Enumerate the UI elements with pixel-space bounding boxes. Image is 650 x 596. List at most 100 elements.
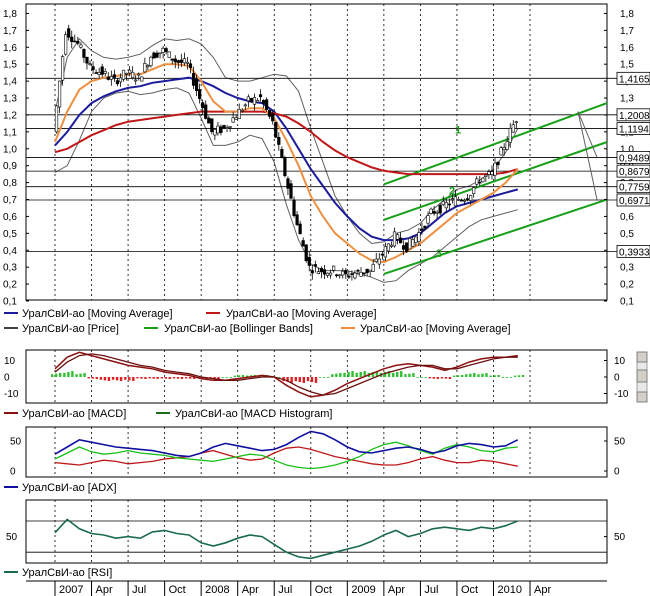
y-tick-label: 0: [10, 467, 16, 478]
scroll-down-button[interactable]: [636, 391, 648, 403]
candle-body: [359, 271, 363, 277]
candle-body: [319, 268, 324, 273]
macd-histogram-bar: [485, 373, 488, 377]
legend-macd-histogram: УралСвИ-ао [MACD Histogram]: [175, 408, 332, 420]
scroll-up-button[interactable]: [636, 351, 648, 363]
rsi-line: [54, 518, 519, 560]
scroll-thumb[interactable]: [636, 369, 648, 383]
macd-histogram-bar: [237, 375, 241, 377]
candle-body: [292, 199, 296, 216]
candle-body: [484, 174, 488, 177]
candle-body: [478, 181, 482, 184]
macd-histogram-bar: [432, 377, 435, 379]
macd-scrollbar[interactable]: [636, 351, 648, 403]
candle-body: [170, 58, 174, 61]
macd-histogram-bar: [225, 377, 228, 378]
candle-body: [368, 269, 372, 272]
macd-histogram-bar: [59, 373, 62, 377]
macd-histogram-bar: [452, 375, 456, 377]
candle-body: [405, 242, 409, 253]
candle-body: [252, 97, 257, 105]
candle-body: [304, 244, 308, 261]
macd-histogram-bar: [428, 377, 431, 379]
candle-body: [280, 148, 284, 159]
candle-body: [207, 117, 211, 124]
candle-body: [472, 187, 476, 194]
macd-histogram-bar: [444, 377, 448, 379]
candle-body: [371, 263, 375, 272]
macd-histogram-bar: [51, 374, 54, 377]
candle-body: [499, 147, 503, 156]
candle-body: [179, 59, 183, 63]
candle-body: [432, 210, 436, 214]
macd-histogram-bar: [513, 375, 517, 377]
candle-body: [57, 80, 62, 108]
macd-histogram-bar: [241, 375, 245, 377]
macd-histogram-bar: [63, 372, 66, 377]
macd-histogram-bar: [71, 371, 74, 377]
macd-histogram-bar: [371, 371, 375, 377]
channel-line: [383, 141, 608, 221]
candle-body: [88, 63, 92, 65]
macd-histogram-bar: [343, 372, 346, 377]
legend-bollinger: УралСвИ-ао [Bollinger Bands]: [164, 323, 313, 335]
macd-histogram-bar: [416, 377, 419, 378]
candle-body: [353, 272, 357, 279]
candle-body: [429, 208, 433, 214]
macd-histogram-bar: [160, 377, 164, 379]
candle-body: [417, 232, 421, 242]
candle-body: [295, 214, 299, 225]
macd-histogram-bar: [420, 377, 423, 378]
legend-macd: УралСвИ-ао [MACD]: [22, 408, 126, 420]
y-tick-label: 1,8: [3, 9, 17, 20]
macd-histogram-bar: [339, 373, 342, 377]
macd-histogram-bar: [294, 377, 297, 382]
price-candles: [54, 24, 518, 281]
y-tick-label: 0,3: [3, 263, 17, 274]
macd-histogram-bar: [95, 377, 98, 379]
y-tick-label: 0,3: [620, 263, 634, 274]
candle-body: [447, 203, 451, 206]
macd-histogram-bar: [111, 377, 115, 380]
macd-histogram-bar: [521, 375, 525, 377]
candle-body: [481, 177, 485, 183]
macd-histogram-bar: [79, 373, 82, 377]
macd-histogram-bar: [347, 371, 350, 377]
macd-histogram-bar: [387, 371, 391, 377]
macd-histogram-bar: [67, 371, 70, 377]
macd-histogram-bar: [152, 377, 155, 379]
candle-body: [426, 215, 430, 224]
candle-body: [450, 198, 454, 200]
candle-body: [277, 137, 281, 145]
x-tick-label: 2010: [497, 584, 521, 596]
candle-body: [152, 52, 156, 59]
candle-body: [185, 61, 190, 64]
rsi-vertical-grid: [54, 500, 531, 563]
macd-histogram-bar: [164, 377, 168, 379]
macd-histogram-bar: [408, 373, 411, 377]
level-box: [616, 193, 650, 207]
macd-histogram-bar: [168, 377, 172, 379]
level-label: 0,8679: [619, 167, 650, 178]
macd-histogram-bar: [172, 377, 176, 379]
macd-histogram-bar: [460, 375, 464, 377]
candle-body: [487, 171, 491, 175]
level-box: [616, 244, 650, 258]
legend-ma-red: УралСвИ-ао [Moving Average]: [226, 308, 377, 320]
candle-body: [94, 72, 98, 74]
y-tick-label: 1,0: [620, 144, 634, 155]
adx-lines: [54, 430, 519, 470]
macd-panel: 10 10 0 0 -10 -10: [4, 349, 629, 404]
moving-average-line: [54, 76, 519, 242]
x-tick-label: Oct: [461, 584, 478, 596]
candle-body: [194, 79, 199, 91]
y-tick-label: 1,4: [3, 77, 17, 88]
candle-body: [255, 100, 260, 103]
price-horizontal-levels: [26, 77, 617, 252]
x-tick-label: 2009: [351, 584, 375, 596]
candle-body: [146, 65, 150, 68]
adx-plot-area: [25, 426, 608, 478]
macd-histogram-bar: [412, 373, 415, 377]
y-tick-label: 0,9: [3, 161, 17, 172]
